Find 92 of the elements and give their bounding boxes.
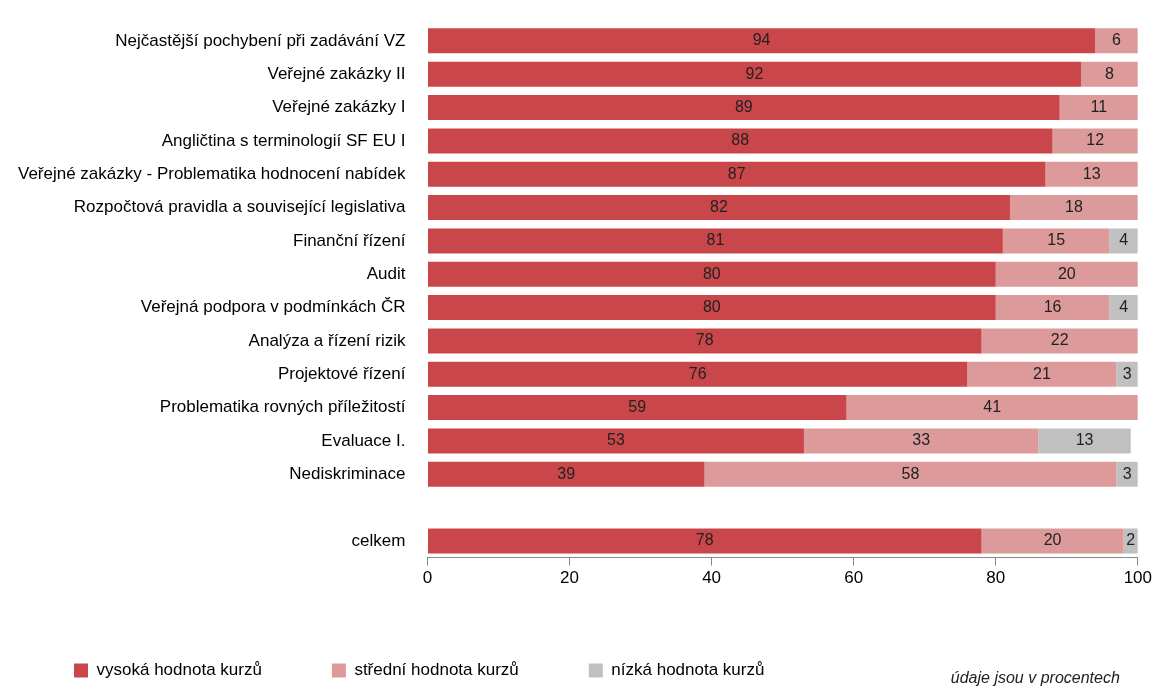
data-label: 12 xyxy=(1086,131,1105,149)
y-tick-label: Rozpočtová pravidla a související legislativa xyxy=(73,197,406,217)
bar xyxy=(427,195,1010,221)
bar xyxy=(981,528,1124,554)
bar xyxy=(1009,195,1138,221)
data-label: 11 xyxy=(1090,97,1108,115)
bar xyxy=(967,361,1117,387)
y-tick-label: celkem xyxy=(351,530,406,550)
bar xyxy=(1095,28,1138,54)
y-tick-label: Veřejné zakázky II xyxy=(267,63,406,83)
text: údaje jsou v procentech xyxy=(950,669,1120,687)
bar xyxy=(427,528,982,554)
y-tick-label: Evaluace I. xyxy=(321,430,406,450)
data-label: 6 xyxy=(1112,31,1122,49)
y-tick-label: Veřejné zakázky I xyxy=(272,97,406,117)
data-label: 3 xyxy=(1122,364,1132,382)
data-label: 18 xyxy=(1064,197,1083,215)
data-label: 41 xyxy=(983,397,1002,415)
data-label: 15 xyxy=(1047,231,1066,249)
data-label: 33 xyxy=(912,431,931,449)
data-label: 22 xyxy=(1050,331,1069,349)
legend-label: nízká hodnota kurzů xyxy=(611,660,765,680)
data-label: 78 xyxy=(695,531,714,549)
y-tick-label: Problematika rovných příležitostí xyxy=(159,397,406,417)
data-label: 92 xyxy=(745,64,764,82)
data-label: 76 xyxy=(688,364,707,382)
data-label: 20 xyxy=(1043,531,1062,549)
data-label: 2 xyxy=(1126,531,1136,549)
y-tick-label: Analýza a řízení rizik xyxy=(248,330,406,350)
data-label: 13 xyxy=(1075,431,1094,449)
y-tick-label: Finanční řízení xyxy=(293,230,406,250)
x-tick-label: 0 xyxy=(422,568,433,588)
bar xyxy=(427,361,968,387)
legend-label: vysoká hodnota kurzů xyxy=(96,660,262,680)
bar xyxy=(427,28,1096,54)
bar xyxy=(427,61,1081,87)
x-tick-label: 60 xyxy=(844,568,864,588)
bar xyxy=(704,461,1117,487)
bar xyxy=(1052,128,1138,154)
bar xyxy=(803,428,1039,454)
x-tick-label: 100 xyxy=(1123,568,1153,588)
data-label: 39 xyxy=(557,464,576,482)
data-label: 20 xyxy=(1057,264,1076,282)
bar xyxy=(427,295,996,321)
y-tick-label: Veřejná podpora v podmínkách ČR xyxy=(140,297,406,317)
bar xyxy=(427,395,847,421)
data-label: 94 xyxy=(752,31,771,49)
bar xyxy=(427,428,804,454)
bar xyxy=(981,328,1138,354)
x-tick-label: 40 xyxy=(702,568,722,588)
data-label: 88 xyxy=(731,131,750,149)
data-label: 13 xyxy=(1082,164,1101,182)
data-label: 4 xyxy=(1119,231,1129,249)
bar xyxy=(846,395,1138,421)
bar xyxy=(995,261,1138,287)
data-label: 4 xyxy=(1119,297,1129,315)
data-label: 80 xyxy=(702,264,721,282)
bar xyxy=(427,161,1046,187)
y-tick-label: Nejčastější pochybení při zadávání VZ xyxy=(115,30,406,50)
legend-label: střední hodnota kurzů xyxy=(354,660,519,680)
data-label: 53 xyxy=(607,431,625,449)
bar xyxy=(1080,61,1138,87)
x-tick-label: 20 xyxy=(560,568,579,588)
bar xyxy=(427,328,982,354)
bar xyxy=(1038,428,1131,454)
data-label: 58 xyxy=(901,464,920,482)
data-label: 16 xyxy=(1043,297,1062,315)
y-tick-label: Nediskriminace xyxy=(289,463,406,483)
data-label: 59 xyxy=(628,397,647,415)
bar xyxy=(427,261,996,287)
data-label: 89 xyxy=(734,97,753,115)
y-tick-label: Audit xyxy=(366,263,406,283)
data-label: 82 xyxy=(710,197,728,215)
y-tick-label: Veřejné zakázky - Problematika hodnocení nabídek xyxy=(17,163,406,183)
bar xyxy=(1059,95,1138,121)
data-label: 80 xyxy=(702,297,721,315)
bar xyxy=(1002,228,1110,254)
bar xyxy=(1045,161,1138,187)
data-label: 78 xyxy=(695,331,714,349)
data-label: 8 xyxy=(1104,64,1114,82)
bar xyxy=(427,228,1003,254)
data-label: 81 xyxy=(706,231,725,249)
bar xyxy=(427,95,1060,121)
data-label: 87 xyxy=(727,164,746,182)
bar xyxy=(427,461,705,487)
data-label: 21 xyxy=(1033,364,1051,382)
y-tick-label: Projektové řízení xyxy=(277,363,406,383)
y-tick-label: Angličtina s terminologií SF EU I xyxy=(161,130,406,150)
data-label: 3 xyxy=(1122,464,1132,482)
bar xyxy=(995,295,1110,321)
bar xyxy=(427,128,1053,154)
x-tick-label: 80 xyxy=(986,568,1006,588)
